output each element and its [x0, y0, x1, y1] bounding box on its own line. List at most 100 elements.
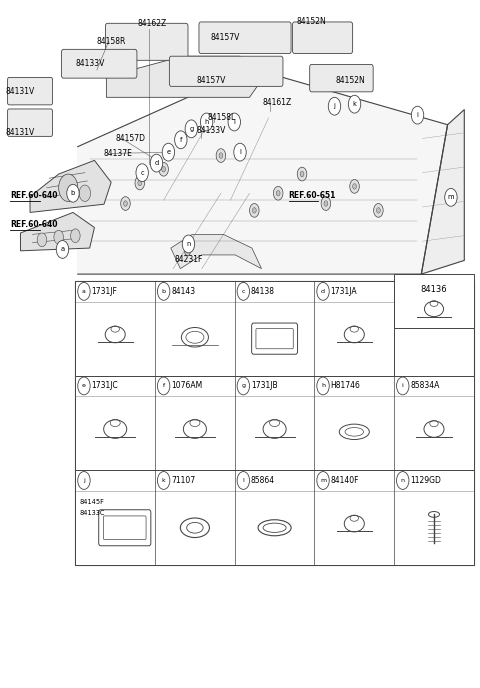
Circle shape	[396, 471, 409, 489]
Circle shape	[54, 230, 63, 244]
Circle shape	[411, 106, 424, 124]
Circle shape	[159, 162, 168, 176]
Polygon shape	[107, 56, 269, 97]
Circle shape	[324, 201, 328, 206]
Text: 85834A: 85834A	[410, 381, 440, 390]
Polygon shape	[30, 160, 111, 213]
Circle shape	[317, 471, 329, 489]
Circle shape	[219, 153, 223, 158]
Polygon shape	[421, 109, 464, 274]
Circle shape	[237, 471, 250, 489]
Circle shape	[78, 471, 90, 489]
Text: 84231F: 84231F	[174, 255, 203, 264]
Circle shape	[216, 149, 226, 162]
Text: m: m	[448, 195, 454, 200]
Text: d: d	[321, 289, 325, 294]
Polygon shape	[171, 235, 262, 268]
Text: 71107: 71107	[171, 476, 195, 485]
Text: j: j	[334, 103, 336, 109]
Circle shape	[300, 171, 304, 177]
Text: REF.60-640: REF.60-640	[10, 191, 58, 200]
Text: 84133V: 84133V	[196, 126, 226, 135]
Text: 1731JC: 1731JC	[92, 381, 119, 390]
Circle shape	[157, 283, 170, 300]
Circle shape	[252, 208, 256, 213]
Circle shape	[175, 131, 187, 149]
Text: i: i	[402, 383, 404, 389]
Circle shape	[138, 180, 142, 186]
Bar	[75, 470, 474, 565]
Text: h: h	[321, 383, 325, 389]
Circle shape	[78, 283, 90, 300]
Text: c: c	[241, 289, 245, 294]
Circle shape	[162, 143, 175, 161]
Text: 84131V: 84131V	[5, 87, 35, 96]
Text: REF.60-651: REF.60-651	[288, 191, 336, 200]
Text: 84138: 84138	[251, 287, 275, 296]
FancyBboxPatch shape	[292, 22, 353, 54]
Text: 84158R: 84158R	[97, 36, 126, 45]
Text: l: l	[239, 149, 241, 155]
Bar	[394, 274, 474, 328]
Circle shape	[185, 120, 198, 138]
Circle shape	[136, 164, 148, 182]
Polygon shape	[78, 69, 447, 274]
Text: i: i	[417, 112, 419, 118]
Circle shape	[123, 201, 127, 206]
Circle shape	[445, 189, 457, 206]
Text: f: f	[163, 383, 165, 389]
Circle shape	[200, 113, 213, 131]
FancyBboxPatch shape	[8, 78, 52, 105]
Text: 1731JF: 1731JF	[92, 287, 118, 296]
Text: 84143: 84143	[171, 287, 195, 296]
Circle shape	[228, 113, 240, 131]
Text: h: h	[204, 119, 209, 125]
Circle shape	[348, 95, 361, 113]
Text: 84133C: 84133C	[79, 510, 105, 516]
Circle shape	[234, 143, 246, 161]
Text: 1731JB: 1731JB	[251, 381, 277, 390]
Circle shape	[276, 191, 280, 196]
Bar	[75, 281, 394, 376]
Circle shape	[78, 377, 90, 395]
Circle shape	[79, 185, 91, 202]
Text: i: i	[233, 119, 235, 125]
Circle shape	[71, 229, 80, 243]
Circle shape	[373, 204, 383, 217]
Circle shape	[182, 235, 195, 253]
Circle shape	[353, 184, 357, 189]
Circle shape	[150, 154, 163, 172]
Circle shape	[56, 241, 69, 259]
Circle shape	[157, 377, 170, 395]
Circle shape	[67, 184, 79, 202]
Text: 84152N: 84152N	[336, 76, 365, 85]
Text: 84162Z: 84162Z	[137, 19, 167, 28]
Text: k: k	[162, 478, 166, 483]
Text: 84152N: 84152N	[296, 17, 326, 26]
Text: e: e	[167, 149, 170, 155]
Circle shape	[157, 471, 170, 489]
Text: a: a	[82, 289, 86, 294]
Text: g: g	[189, 126, 193, 132]
Text: b: b	[71, 191, 75, 196]
Text: 84158L: 84158L	[207, 114, 236, 122]
Circle shape	[328, 97, 341, 115]
Bar	[75, 376, 474, 470]
Circle shape	[185, 248, 191, 256]
Text: l: l	[242, 478, 244, 483]
Text: 1129GD: 1129GD	[410, 476, 441, 485]
Circle shape	[396, 377, 409, 395]
FancyBboxPatch shape	[61, 50, 137, 78]
Circle shape	[321, 197, 331, 211]
Circle shape	[59, 174, 78, 202]
Circle shape	[376, 208, 380, 213]
Circle shape	[120, 197, 130, 211]
Text: d: d	[155, 160, 158, 166]
Text: e: e	[82, 383, 86, 389]
Text: m: m	[320, 478, 326, 483]
Text: n: n	[186, 241, 191, 247]
Circle shape	[317, 377, 329, 395]
Circle shape	[250, 204, 259, 217]
Text: j: j	[83, 478, 85, 483]
Circle shape	[237, 377, 250, 395]
